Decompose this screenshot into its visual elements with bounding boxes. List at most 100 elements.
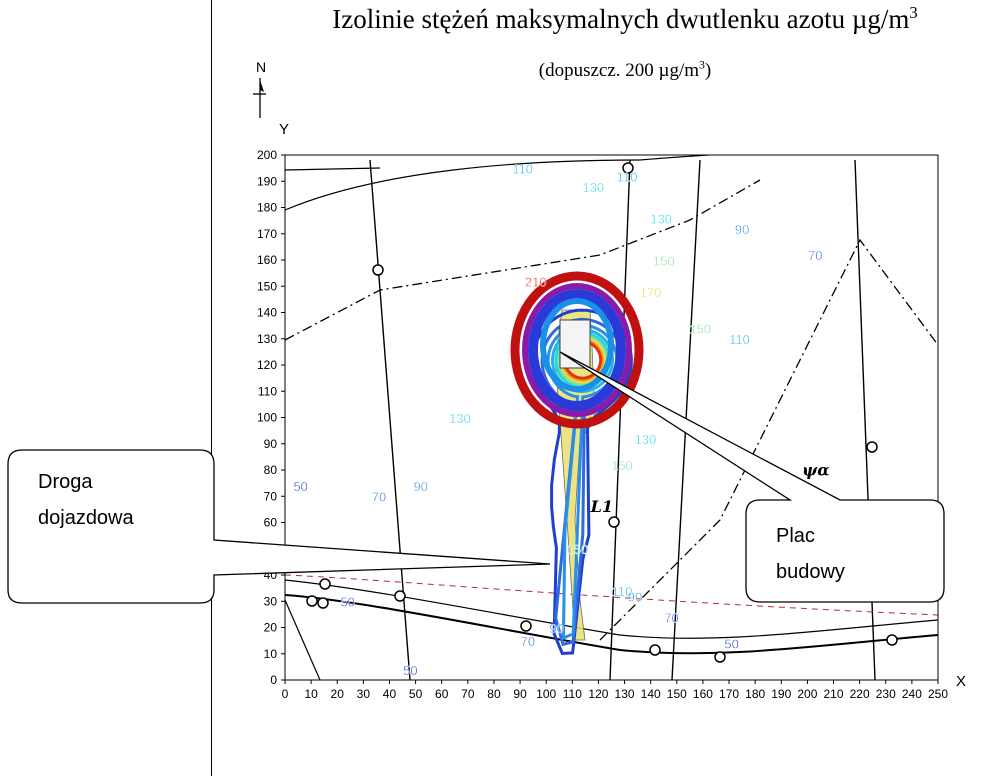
isoline-label: 90 [628, 589, 642, 604]
isoline-label: 150 [567, 542, 589, 557]
x-tick-label: 90 [513, 687, 527, 701]
road-line [285, 167, 381, 171]
callout-bubble [7, 449, 551, 604]
x-tick-label: 190 [771, 687, 791, 701]
survey-point [608, 516, 620, 528]
y-tick-label: 90 [264, 437, 278, 451]
y-axis-label: Y [279, 121, 289, 138]
x-tick-label: 140 [641, 687, 661, 701]
x-tick-label: 20 [331, 687, 345, 701]
survey-point [306, 595, 318, 607]
isoline-labels: 1101301101301501701509070110130907050130… [293, 161, 830, 678]
y-tick-label: 170 [257, 227, 277, 241]
isoline-label: 110 [612, 584, 633, 599]
y-tick-label: 0 [270, 673, 277, 687]
y-tick-label: 100 [257, 411, 277, 425]
road-line [285, 579, 938, 639]
y-tick-label: 70 [264, 489, 278, 503]
isoline-label: 50 [340, 595, 354, 610]
y-axis: 0102030405060708090100110120130140150160… [257, 148, 285, 687]
callout-plac-text: Plac budowy [776, 518, 845, 590]
frame-border-line [211, 0, 212, 776]
x-tick-label: 160 [693, 687, 713, 701]
x-tick-label: 30 [357, 687, 371, 701]
x-axis-label: X [956, 673, 966, 690]
x-tick-label: 100 [536, 687, 556, 701]
callout-line: Droga [38, 471, 93, 493]
parcel-line [285, 574, 938, 616]
boundary-line [599, 238, 938, 641]
y-tick-label: 10 [264, 647, 278, 661]
isoline-label: 130 [635, 432, 657, 447]
x-tick-label: 110 [563, 687, 582, 701]
isoline-label: 110 [512, 161, 533, 176]
isoline-label: 110 [617, 169, 638, 184]
y-tick-label: 120 [257, 358, 277, 372]
survey-point [394, 590, 406, 602]
isoline-label: 210 [525, 274, 547, 289]
y-tick-label: 30 [264, 594, 278, 608]
x-tick-label: 240 [902, 687, 922, 701]
x-tick-label: 50 [409, 687, 423, 701]
x-tick-label: 180 [745, 687, 765, 701]
x-tick-label: 250 [928, 687, 948, 701]
y-tick-label: 140 [257, 306, 277, 320]
y-tick-label: 130 [257, 332, 277, 346]
x-tick-label: 70 [461, 687, 475, 701]
y-tick-label: 60 [264, 516, 278, 530]
subtitle-close: ) [704, 60, 712, 81]
map-subtitle: (dopuszcz. 200 µg/m3) [260, 59, 990, 82]
north-arrow-head [260, 80, 264, 92]
survey-point [520, 620, 532, 632]
map-text-label: ψα [802, 460, 829, 479]
isoline-label: 70 [521, 634, 535, 649]
isoline-label: 110 [729, 332, 750, 347]
road-line [609, 159, 631, 680]
callout-droga-text: Droga dojazdowa [38, 464, 134, 536]
isoline-label: 70 [808, 248, 822, 263]
x-tick-label: 60 [435, 687, 449, 701]
road-line [285, 155, 717, 211]
isoline-label: 130 [449, 411, 471, 426]
survey-point [622, 162, 634, 174]
isoline-label: 50 [293, 479, 307, 494]
map-text-label: L1 [590, 497, 613, 516]
title-superscript: 3 [909, 3, 918, 22]
isoline-label: 150 [689, 322, 711, 337]
y-tick-label: 160 [257, 253, 277, 267]
isoline-label: 50 [724, 637, 738, 652]
peak-ring [528, 289, 626, 411]
isoline-label: 90 [735, 222, 749, 237]
isoline-label: 150 [611, 458, 633, 473]
survey-point [714, 651, 726, 663]
x-tick-label: 130 [615, 687, 635, 701]
callout-plac [559, 351, 945, 603]
road-line [285, 594, 938, 655]
isoline-label: 70 [372, 490, 386, 505]
x-tick-label: 150 [667, 687, 687, 701]
x-axis: 0 10 20 30 40 50 60 70 80 90 100 110 120 130 140 150 160… [282, 680, 948, 701]
y-tick-label: 190 [257, 174, 277, 188]
callout-line: budowy [776, 561, 845, 583]
subtitle-text: (dopuszcz. 200 µg/m [538, 60, 700, 81]
isoline-label: 170 [640, 285, 662, 300]
survey-point [886, 634, 898, 646]
isoline-label: 90 [549, 621, 563, 636]
y-tick-label: 110 [258, 384, 277, 398]
map-annotations: ψα L1 [590, 460, 830, 516]
peak-ring [510, 271, 644, 429]
callout-line: Plac [776, 525, 815, 547]
inner-peak-rings [510, 271, 644, 429]
x-tick-label: 80 [487, 687, 501, 701]
north-arrow: N [253, 59, 266, 118]
x-tick-label: 220 [850, 687, 870, 701]
survey-point [317, 597, 329, 609]
isoline-label: 130 [582, 180, 604, 195]
x-tick-label: 0 [282, 687, 289, 701]
y-tick-label: 80 [264, 463, 278, 477]
survey-point [372, 264, 384, 276]
x-tick-label: 120 [588, 687, 608, 701]
title-text: Izolinie stężeń maksymalnych dwutlenku a… [332, 4, 910, 34]
callout-line: dojazdowa [38, 507, 134, 529]
